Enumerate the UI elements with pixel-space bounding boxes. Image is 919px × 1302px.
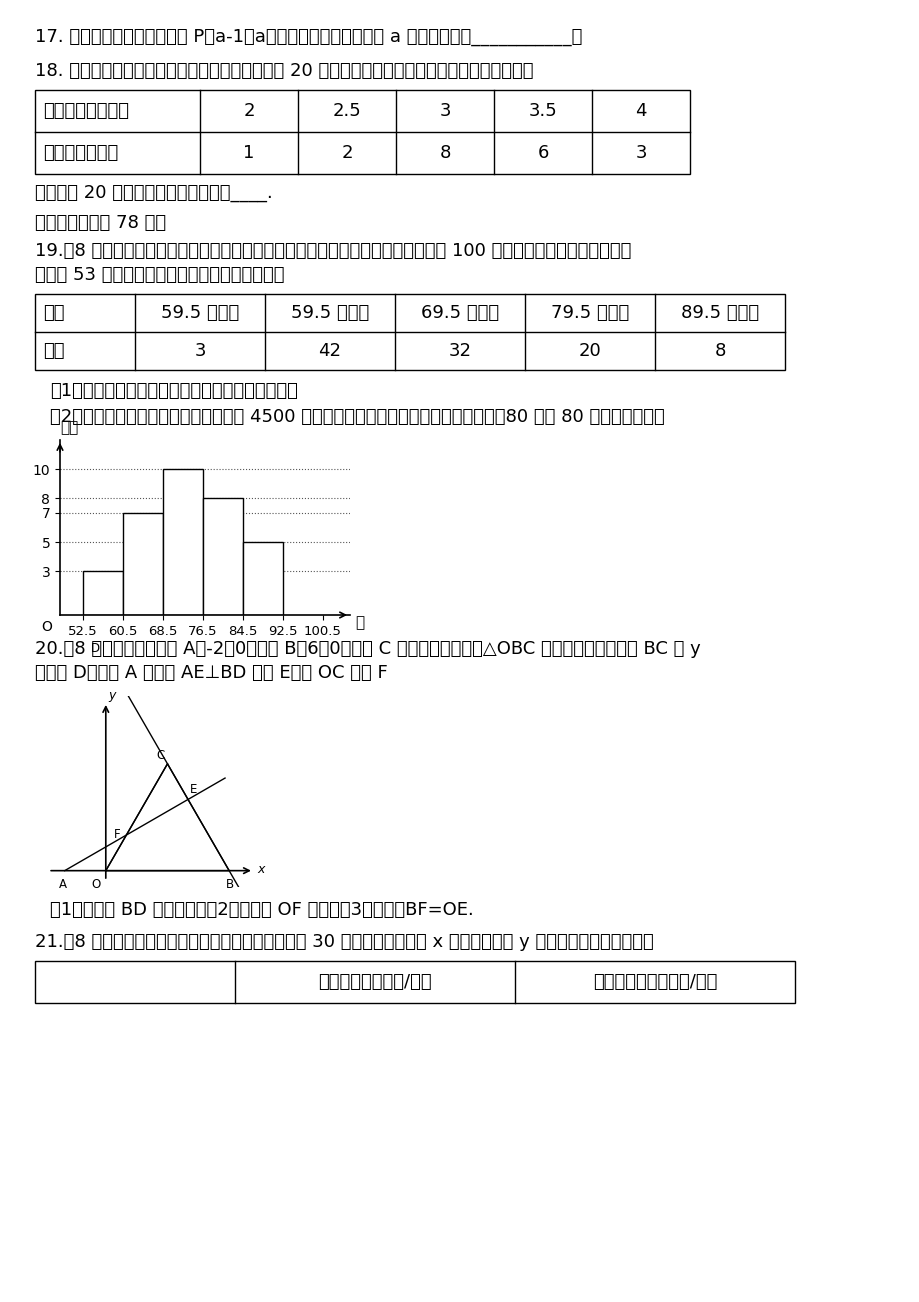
Text: 2.5: 2.5 (333, 102, 361, 120)
Text: E: E (190, 784, 198, 797)
Text: 3: 3 (634, 145, 646, 161)
Text: 59.5 分以上: 59.5 分以上 (290, 303, 369, 322)
Text: 89.5 分以上: 89.5 分以上 (680, 303, 758, 322)
Bar (83, 572, 122, 615)
Text: 6: 6 (537, 145, 548, 161)
Text: 4: 4 (634, 102, 646, 120)
Text: 销售额（单位：万元/亩）: 销售额（单位：万元/亩） (592, 973, 717, 991)
Text: 2: 2 (341, 145, 352, 161)
Text: 三、解答题（共 78 分）: 三、解答题（共 78 分） (35, 214, 166, 232)
Text: 低分为 53 分）分别绘制了如下的统计表和统计图: 低分为 53 分）分别绘制了如下的统计表和统计图 (35, 266, 284, 284)
Text: 1: 1 (243, 145, 255, 161)
Text: F: F (113, 828, 120, 841)
Text: D: D (90, 642, 99, 655)
Text: 人数: 人数 (60, 421, 78, 436)
Text: A: A (59, 878, 66, 891)
Text: 3: 3 (438, 102, 450, 120)
Text: O: O (41, 620, 52, 634)
Bar (35, 961, 794, 1003)
Bar (163, 469, 202, 615)
Text: 阅读时间（小时）: 阅读时间（小时） (43, 102, 129, 120)
Text: 3: 3 (194, 342, 206, 359)
Text: 79.5 分以上: 79.5 分以上 (550, 303, 629, 322)
Bar (122, 513, 163, 615)
Text: 20.（8 分）如图，已知点 A（-2，0），点 B（6，0），点 C 在第一象限内，且△OBC 为等边三角形，直线 BC 交 y: 20.（8 分）如图，已知点 A（-2，0），点 B（6，0），点 C 在第一象… (35, 641, 700, 658)
Text: 18. 为了解学生暑期在家的阅读情况，随机调查了 20 名学生某一天的阅读小时数，具体统计如下：: 18. 为了解学生暑期在家的阅读情况，随机调查了 20 名学生某一天的阅读小时数… (35, 62, 533, 79)
Bar (35, 90, 689, 174)
Text: 42: 42 (318, 342, 341, 359)
Text: （1）求直线 BD 的解析式；（2）求线段 OF 的长；（3）求证：BF=OE.: （1）求直线 BD 的解析式；（2）求线段 OF 的长；（3）求证：BF=OE. (50, 901, 473, 919)
Bar (243, 542, 282, 615)
Text: O: O (91, 878, 100, 891)
Text: 分: 分 (355, 615, 364, 630)
Text: 学生人数（名）: 学生人数（名） (43, 145, 119, 161)
Text: x: x (256, 863, 264, 876)
Text: 分数: 分数 (43, 303, 64, 322)
Text: C: C (156, 749, 165, 762)
Text: 成本（单位：万元/亩）: 成本（单位：万元/亩） (318, 973, 431, 991)
Text: 20: 20 (578, 342, 601, 359)
Text: （2）若全市参加质量监测的学生大约有 4500 人，请估计成绩优秀的学生约有多少人？（80 分及 80 分以上为优秀）: （2）若全市参加质量监测的学生大约有 4500 人，请估计成绩优秀的学生约有多少… (50, 408, 664, 426)
Text: 17. 在平面直角坐标系中，点 P（a-1，a）是第二象限内的点，则 a 的取值范围是___________。: 17. 在平面直角坐标系中，点 P（a-1，a）是第二象限内的点，则 a 的取值… (35, 29, 582, 46)
Text: 19.（8 分）某市对八年级部分学生的数学成绩进行了质量监测（分数为整数，满分 100 分），根据质量监测成绩（最: 19.（8 分）某市对八年级部分学生的数学成绩进行了质量监测（分数为整数，满分 … (35, 242, 630, 260)
Bar (202, 499, 243, 615)
Text: 69.5 分以上: 69.5 分以上 (421, 303, 498, 322)
Text: y: y (108, 689, 116, 702)
Text: 32: 32 (448, 342, 471, 359)
Text: 人数: 人数 (43, 342, 64, 359)
Text: 59.5 分以下: 59.5 分以下 (161, 303, 239, 322)
Text: （1）求出被调查的学生人数，并补全频数直方图；: （1）求出被调查的学生人数，并补全频数直方图； (50, 381, 298, 400)
Bar (35, 294, 784, 370)
Text: 则关于这 20 名学生阅读小时的众数是____.: 则关于这 20 名学生阅读小时的众数是____. (35, 184, 272, 202)
Text: 21.（8 分）蔬菜基地种植了娃娃菜和油菜两种蔬菜共 30 亩，设种植娃娃菜 x 亩，总收益为 y 万元，有关数据见下表：: 21.（8 分）蔬菜基地种植了娃娃菜和油菜两种蔬菜共 30 亩，设种植娃娃菜 x… (35, 934, 653, 950)
Text: 8: 8 (439, 145, 450, 161)
Text: 8: 8 (713, 342, 725, 359)
Text: B: B (226, 878, 234, 891)
Text: 轴于点 D，过点 A 作直线 AE⊥BD 于点 E，交 OC 于点 F: 轴于点 D，过点 A 作直线 AE⊥BD 于点 E，交 OC 于点 F (35, 664, 387, 682)
Text: 3.5: 3.5 (528, 102, 557, 120)
Text: 2: 2 (243, 102, 255, 120)
